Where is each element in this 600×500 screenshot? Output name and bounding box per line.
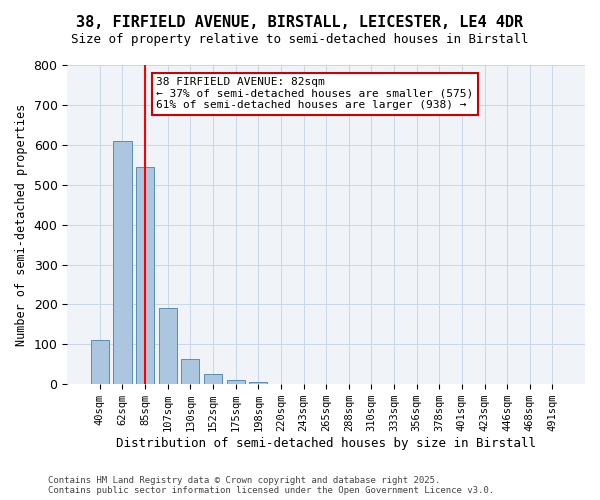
Text: Contains HM Land Registry data © Crown copyright and database right 2025.: Contains HM Land Registry data © Crown c…: [48, 476, 440, 485]
Text: 38 FIRFIELD AVENUE: 82sqm
← 37% of semi-detached houses are smaller (575)
61% of: 38 FIRFIELD AVENUE: 82sqm ← 37% of semi-…: [157, 77, 473, 110]
Text: Contains public sector information licensed under the Open Government Licence v3: Contains public sector information licen…: [48, 486, 494, 495]
Bar: [113, 141, 131, 384]
Text: 38, FIRFIELD AVENUE, BIRSTALL, LEICESTER, LE4 4DR: 38, FIRFIELD AVENUE, BIRSTALL, LEICESTER…: [76, 15, 524, 30]
Bar: [181, 360, 199, 384]
Bar: [158, 308, 177, 384]
Bar: [204, 374, 222, 384]
Bar: [227, 380, 245, 384]
Y-axis label: Number of semi-detached properties: Number of semi-detached properties: [15, 104, 28, 346]
Text: Size of property relative to semi-detached houses in Birstall: Size of property relative to semi-detach…: [71, 32, 529, 46]
Bar: [249, 382, 268, 384]
X-axis label: Distribution of semi-detached houses by size in Birstall: Distribution of semi-detached houses by …: [116, 437, 536, 450]
Bar: [91, 340, 109, 384]
Bar: [136, 167, 154, 384]
